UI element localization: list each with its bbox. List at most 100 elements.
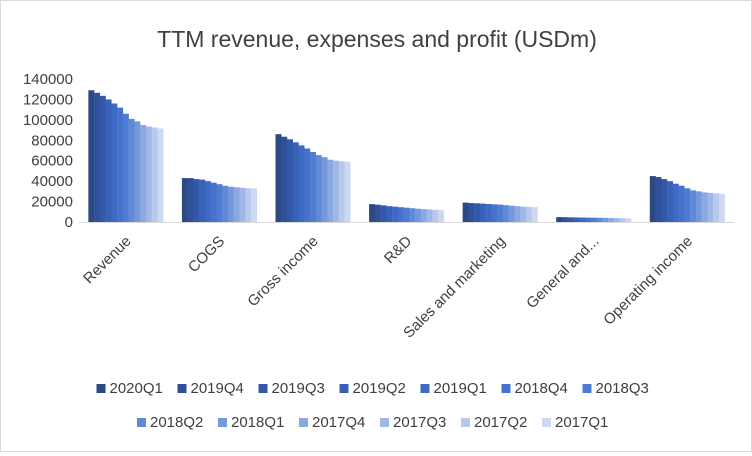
bar [94, 92, 101, 222]
bar [386, 206, 393, 222]
y-tick-label: 80000 [31, 132, 73, 149]
bar [239, 187, 246, 222]
bar [667, 181, 674, 222]
bar [403, 207, 410, 222]
legend: 2020Q1 2019Q4 2019Q3 2019Q2 2019Q1 2018Q4 2018… [96, 380, 649, 431]
bar [701, 192, 708, 222]
bar [134, 121, 141, 222]
bar [561, 217, 568, 222]
x-tick-label: Revenue [80, 233, 134, 287]
bar [525, 206, 532, 222]
legend-label: 2019Q4 [191, 380, 244, 397]
bar-group [556, 217, 632, 222]
legend-item: 2020Q1 [96, 380, 163, 397]
y-tick-label: 100000 [23, 112, 73, 129]
legend-item: 2017Q2 [461, 414, 527, 431]
legend-label: 2020Q1 [110, 380, 163, 397]
bar [409, 208, 416, 222]
bar [649, 176, 656, 222]
bar [502, 205, 509, 222]
y-tick-label: 20000 [31, 194, 73, 211]
bar [88, 90, 95, 223]
bar [397, 207, 404, 222]
bar [187, 178, 194, 222]
legend-swatch [96, 384, 106, 393]
y-tick-label: 60000 [31, 153, 73, 170]
y-axis: 0 20000 40000 60000 80000 100000 120000 140000 [23, 71, 73, 231]
legend-swatch [461, 418, 470, 427]
x-tick-label: Sales and marketing [400, 233, 509, 342]
legend-item: 2017Q1 [542, 414, 608, 431]
chart-title: TTM revenue, expenses and profit (USDm) [157, 26, 597, 52]
bar [310, 152, 317, 222]
bar [596, 217, 603, 222]
bar [438, 210, 445, 222]
bar [485, 204, 492, 222]
legend-swatch [420, 384, 430, 393]
legend-label: 2019Q1 [434, 380, 487, 397]
bar-group [369, 204, 445, 223]
legend-item: 2018Q1 [218, 414, 284, 431]
bar [315, 155, 322, 222]
bar [327, 159, 334, 222]
legend-label: 2017Q2 [474, 414, 527, 431]
x-tick-label: General and... [523, 233, 602, 312]
bar [157, 128, 164, 222]
bar [344, 161, 351, 222]
legend-item: 2018Q2 [137, 414, 203, 431]
legend-item: 2017Q4 [299, 414, 365, 431]
bar [491, 204, 498, 222]
bar [420, 209, 427, 222]
bar [608, 218, 614, 222]
bar-group [462, 202, 538, 222]
bar [392, 206, 399, 222]
legend-label: 2017Q1 [555, 414, 608, 431]
bar [690, 190, 697, 222]
bar [462, 202, 469, 222]
bar [321, 157, 328, 222]
bar [655, 177, 662, 222]
bar [602, 217, 609, 222]
legend-item: 2019Q1 [420, 380, 487, 397]
bar [672, 183, 679, 222]
plot-area [79, 90, 734, 223]
bar [508, 205, 515, 222]
bar [298, 145, 305, 222]
bar [117, 107, 124, 222]
y-tick-label: 40000 [31, 173, 73, 190]
bar [233, 187, 240, 222]
legend-label: 2018Q3 [596, 380, 649, 397]
bar [222, 185, 229, 222]
bar [292, 142, 299, 222]
y-tick-label: 120000 [23, 91, 73, 108]
legend-swatch [299, 418, 308, 427]
bar [151, 127, 158, 222]
bar [99, 95, 106, 222]
bar [531, 207, 538, 222]
bar [707, 192, 714, 222]
bar [619, 218, 626, 222]
bar [661, 179, 668, 222]
legend-label: 2017Q3 [393, 414, 446, 431]
bar [678, 185, 685, 222]
legend-swatch [177, 384, 187, 393]
legend-label: 2019Q2 [353, 380, 406, 397]
bar [585, 217, 591, 222]
legend-swatch [258, 384, 268, 393]
bar [474, 203, 481, 222]
legend-item: 2019Q3 [258, 380, 325, 397]
bar [479, 203, 486, 222]
bar-group [88, 90, 164, 223]
bar [613, 218, 620, 222]
bar [380, 205, 387, 222]
bar [105, 99, 112, 222]
x-tick-label: Operating income [600, 233, 696, 329]
bar [713, 193, 720, 222]
legend-swatch [582, 384, 592, 393]
y-tick-label: 140000 [23, 71, 73, 88]
bar [111, 103, 118, 222]
bar [625, 218, 632, 222]
